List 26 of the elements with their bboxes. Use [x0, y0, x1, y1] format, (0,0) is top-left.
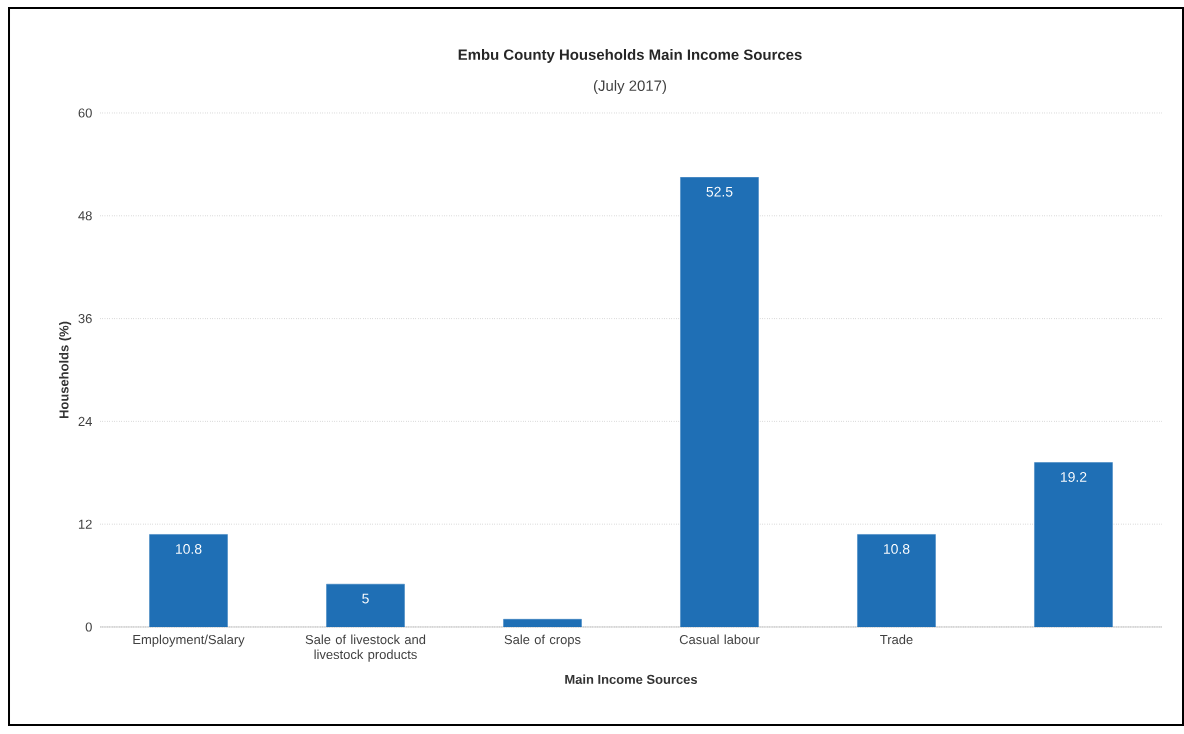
y-tick-label: 48: [78, 211, 92, 221]
data-label: 5: [362, 593, 369, 604]
bar: [680, 177, 759, 627]
data-label: 10.8: [883, 543, 910, 554]
chart-subtitle: (July 2017): [593, 80, 667, 94]
bar: [503, 619, 582, 627]
chart-title: Embu County Households Main Income Sources: [458, 49, 802, 63]
x-tick-label: Casual labour: [679, 634, 760, 645]
y-tick-label: 24: [78, 416, 92, 426]
y-tick-label: 0: [85, 622, 92, 632]
bar: [326, 583, 405, 627]
bar: [149, 534, 228, 627]
x-tick-label: Sale of crops: [504, 634, 581, 647]
y-tick-label: 12: [78, 519, 92, 529]
y-tick-label: 60: [78, 108, 92, 118]
bar: [1034, 462, 1113, 627]
x-axis-title: Main Income Sources: [565, 674, 698, 684]
x-tick-label: Employment/Salary: [133, 634, 245, 647]
data-label: 19.2: [1060, 472, 1087, 482]
x-tick-label: Sale of livestock and livestock products: [305, 634, 426, 662]
bar: [857, 534, 936, 627]
x-tick-label: Trade: [880, 634, 913, 645]
data-label: 52.5: [706, 186, 733, 197]
y-axis-title: Households (%): [59, 321, 72, 419]
data-label: 10.8: [176, 543, 202, 554]
y-tick-label: 36: [78, 313, 92, 324]
